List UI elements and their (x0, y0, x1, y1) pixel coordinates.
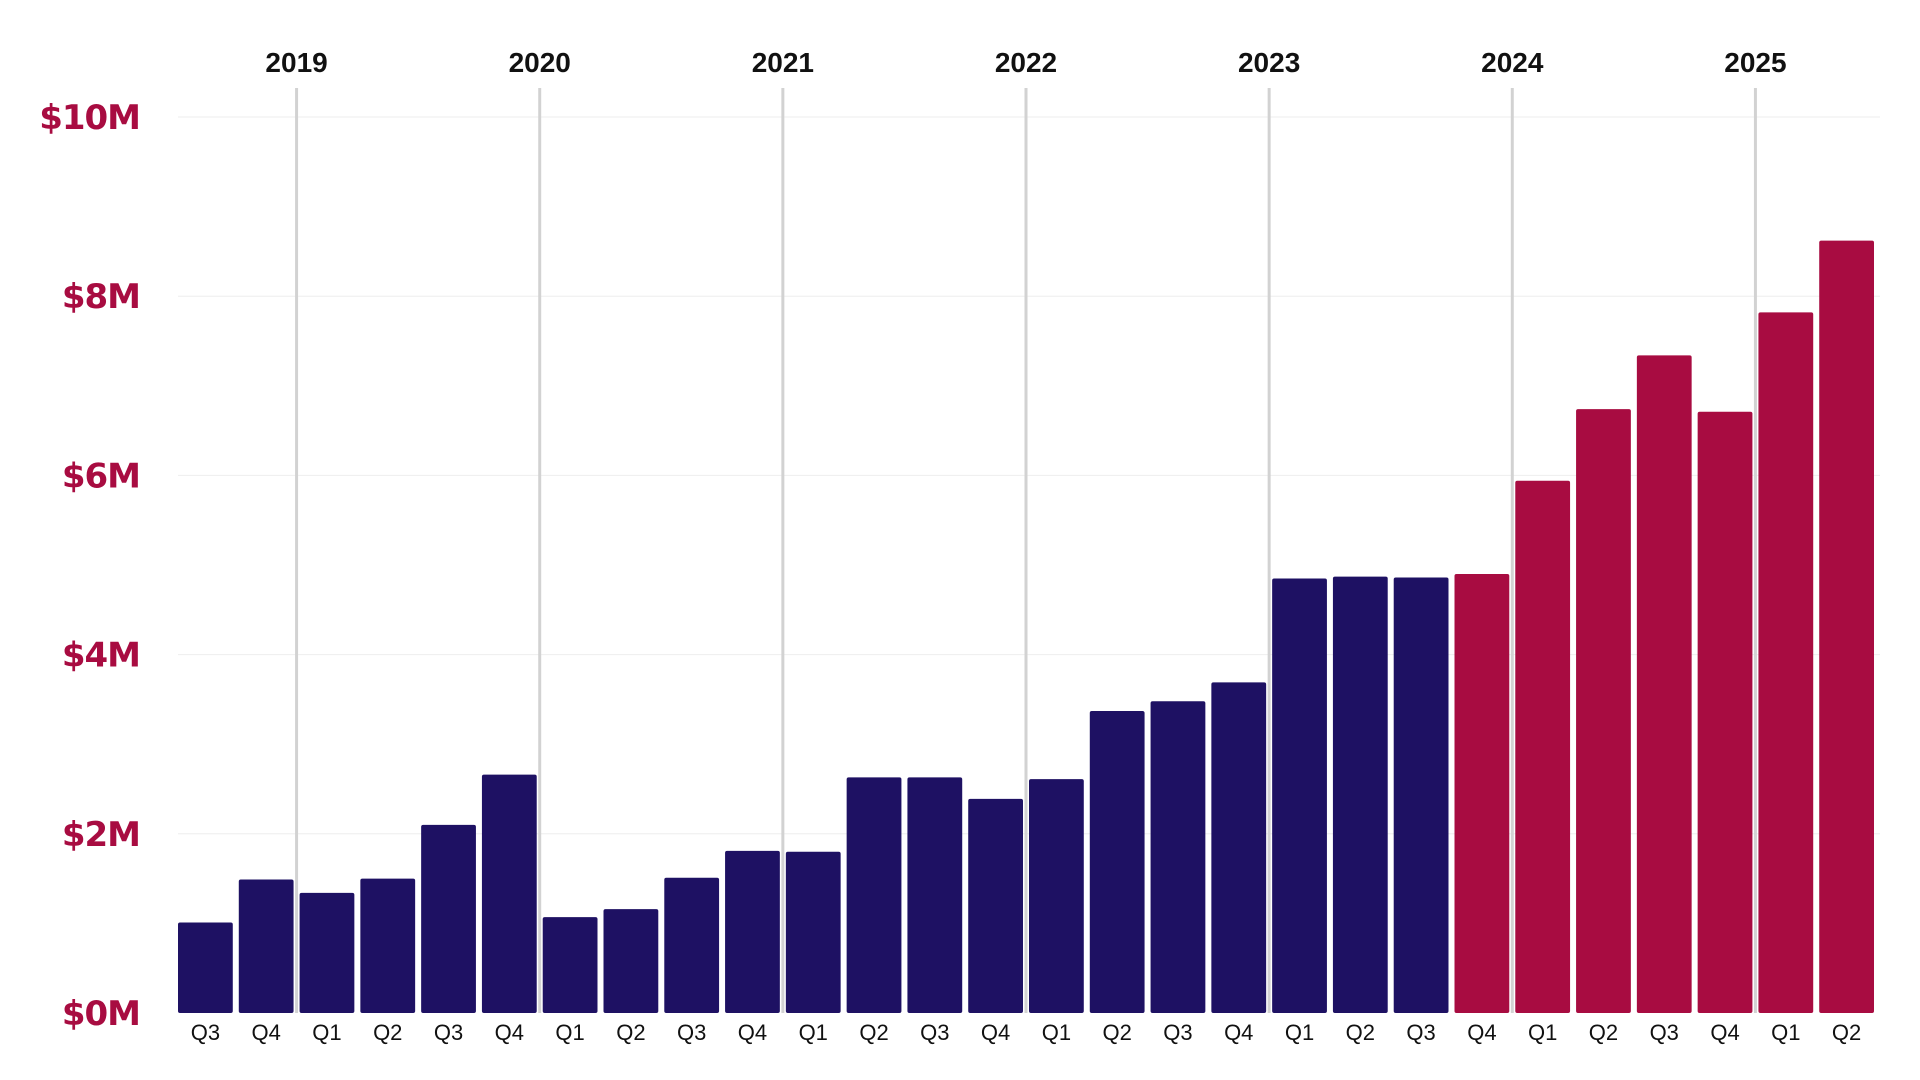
quarter-label: Q4 (738, 1020, 767, 1045)
quarter-label: Q1 (1771, 1020, 1800, 1045)
quarter-label: Q1 (1285, 1020, 1314, 1045)
quarter-label: Q1 (1042, 1020, 1071, 1045)
quarter-label: Q4 (1710, 1020, 1739, 1045)
bar (1697, 411, 1753, 1013)
bar (907, 777, 963, 1013)
bar (1758, 312, 1814, 1013)
bar (785, 851, 841, 1013)
bar (1819, 240, 1874, 1013)
bar (664, 877, 720, 1013)
bar (603, 909, 659, 1013)
quarter-label: Q4 (1224, 1020, 1253, 1045)
quarter-label: Q4 (1467, 1020, 1496, 1045)
quarter-label: Q1 (312, 1020, 341, 1045)
year-label: 2025 (1724, 47, 1786, 78)
quarter-label: Q1 (1528, 1020, 1557, 1045)
y-axis-labels: $0M $2M $4M $6M $8M $10M (39, 98, 141, 1034)
bar (542, 917, 598, 1013)
quarter-label: Q1 (799, 1020, 828, 1045)
bar (1089, 711, 1145, 1013)
bar (1454, 573, 1510, 1013)
quarter-label: Q3 (434, 1020, 463, 1045)
bar (1211, 682, 1267, 1013)
quarter-label: Q2 (1589, 1020, 1618, 1045)
bar (1515, 480, 1571, 1013)
quarter-label: Q3 (191, 1020, 220, 1045)
year-label: 2023 (1238, 47, 1300, 78)
quarter-label: Q2 (616, 1020, 645, 1045)
quarter-label: Q3 (1650, 1020, 1679, 1045)
bar (178, 922, 233, 1013)
year-label: 2019 (265, 47, 327, 78)
y-tick-label: $8M (62, 277, 140, 317)
bar (968, 798, 1023, 1013)
bar (238, 879, 294, 1013)
quarter-label: Q4 (495, 1020, 524, 1045)
bar (1272, 578, 1327, 1013)
quarter-label: Q3 (1406, 1020, 1435, 1045)
bar (1576, 409, 1631, 1013)
bar (1332, 576, 1388, 1013)
quarter-label: Q4 (981, 1020, 1010, 1045)
quarter-label: Q3 (677, 1020, 706, 1045)
bar (1636, 355, 1692, 1013)
y-tick-label: $2M (62, 815, 140, 855)
bar (846, 777, 902, 1013)
year-labels: 2019 2020 2021 2022 2023 2024 2025 (265, 47, 1786, 78)
year-label: 2021 (752, 47, 814, 78)
quarter-label: Q4 (251, 1020, 280, 1045)
bars (178, 240, 1874, 1013)
bar (481, 774, 537, 1013)
year-label: 2022 (995, 47, 1057, 78)
y-tick-label: $4M (62, 636, 140, 676)
bar (299, 892, 355, 1013)
bar (1029, 779, 1084, 1013)
quarter-label: Q2 (373, 1020, 402, 1045)
year-label: 2024 (1481, 47, 1544, 78)
quarter-label: Q1 (555, 1020, 584, 1045)
quarter-label: Q3 (1163, 1020, 1192, 1045)
year-divider-lines (295, 88, 1757, 1013)
y-tick-label: $10M (39, 98, 140, 138)
quarter-label: Q2 (1102, 1020, 1131, 1045)
y-tick-label: $0M (62, 994, 140, 1034)
x-axis-labels: Q3 Q4 Q1 Q2 Q3 Q4 Q1 Q2 Q3 Q4 Q1 Q2 Q3 Q4 Q1 Q2 Q3 Q4 Q1 Q2… (191, 1020, 1862, 1045)
bar (421, 824, 476, 1013)
bar (725, 850, 780, 1013)
bar (1393, 577, 1449, 1013)
bar (1150, 701, 1206, 1013)
y-tick-label: $6M (62, 456, 140, 496)
bar (360, 878, 416, 1013)
quarter-label: Q2 (1346, 1020, 1375, 1045)
year-label: 2020 (509, 47, 571, 78)
quarter-label: Q3 (920, 1020, 949, 1045)
quarter-label: Q2 (859, 1020, 888, 1045)
quarter-label: Q2 (1832, 1020, 1861, 1045)
